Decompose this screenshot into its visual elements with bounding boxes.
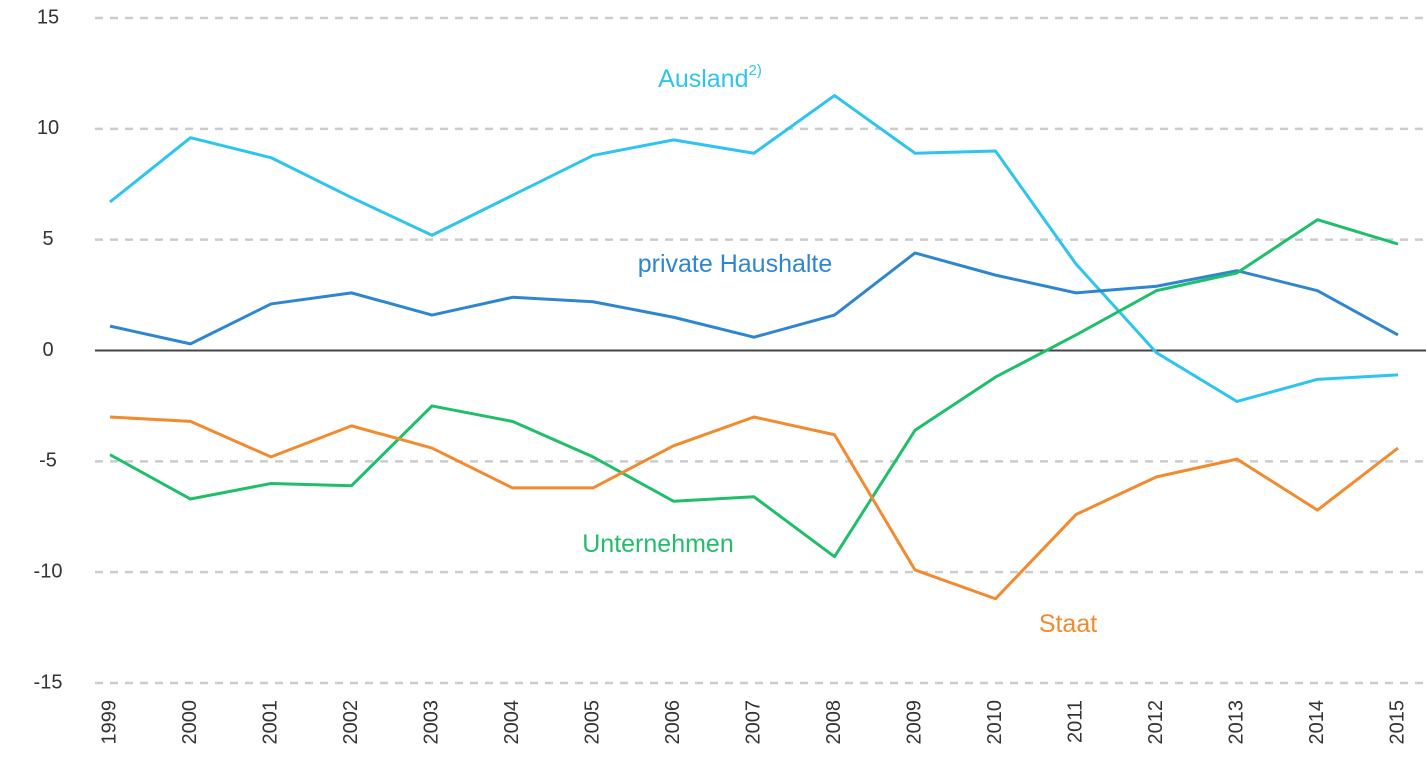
x-tick-label: 2010 [984,700,1006,745]
x-tick-label: 2013 [1225,700,1247,745]
series-label: Ausland2) [658,62,762,93]
x-tick-label: 2014 [1306,700,1328,745]
x-tick-label: 2008 [823,700,845,745]
x-tick-label: 2003 [420,700,442,745]
series-line [109,415,1399,601]
series-note: 2) [749,62,762,79]
x-tick-label: 2015 [1386,700,1408,745]
y-tick-label: 0 [42,339,53,361]
y-tick-label: 5 [42,228,53,250]
y-tick-label: -5 [39,450,57,472]
x-tick-label: 2000 [179,700,201,745]
y-tick-label: 10 [37,117,59,139]
x-tick-label: 2002 [340,700,362,745]
series-label: Unternehmen [582,530,733,558]
x-tick-label: 2004 [501,700,523,745]
series-name: Unternehmen [582,530,733,558]
series-line [109,94,1399,403]
x-tick-label: 2011 [1064,700,1086,743]
x-tick-label: 2001 [259,700,281,745]
series-line [109,251,1399,346]
series-name: private Haushalte [638,250,833,278]
x-tick-label: 2012 [1145,700,1167,745]
y-tick-label: 15 [37,6,59,28]
x-tick-label: 1999 [98,700,120,745]
x-tick-label: 2006 [662,700,684,745]
y-tick-label: -10 [34,560,63,582]
series-name: Staat [1039,610,1097,638]
series-label: Staat [1039,610,1097,638]
x-tick-label: 2005 [581,700,603,745]
series-label: private Haushalte [638,250,833,278]
series-line [109,218,1399,559]
series-name: Ausland [658,65,748,93]
y-tick-label: -15 [34,671,63,693]
x-tick-label: 2007 [742,700,764,745]
x-tick-label: 2009 [903,700,925,745]
